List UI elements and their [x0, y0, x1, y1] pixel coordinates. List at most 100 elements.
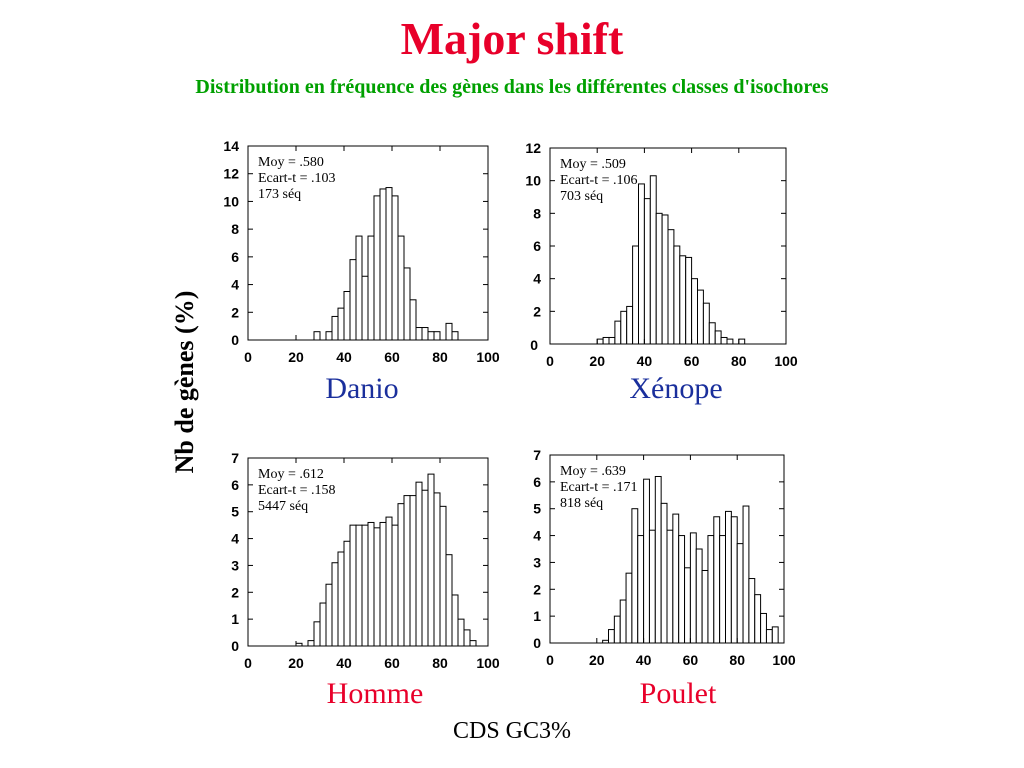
homme-bar-23: [433, 492, 441, 647]
danio-y-tick-label: 10: [223, 193, 239, 209]
poulet-bar-27: [760, 612, 767, 644]
homme-bar-14: [379, 521, 387, 647]
danio-bar-5: [343, 291, 351, 341]
xenope-bar-21: [720, 336, 728, 345]
danio-x-tick-label: 20: [288, 349, 304, 365]
danio-x-tick-label: 40: [336, 349, 352, 365]
xenope-stats-line: Moy = .509: [560, 157, 626, 172]
homme-y-tick-label: 6: [231, 477, 239, 493]
homme-bar-26: [451, 594, 459, 647]
danio-stats-line: Moy = .580: [258, 155, 324, 170]
danio-bar-15: [403, 267, 411, 341]
poulet-bar-23: [736, 543, 744, 644]
danio-bar-18: [421, 327, 429, 341]
poulet-bar-12: [672, 513, 680, 644]
homme-y-tick-label: 3: [231, 557, 239, 573]
poulet-y-tick-label: 1: [533, 608, 541, 624]
poulet-stats-line: Moy = .639: [560, 464, 626, 479]
poulet-x-tick-label: 0: [546, 652, 554, 668]
homme-x-tick-label: 0: [244, 655, 252, 671]
poulet-y-tick-label: 6: [533, 474, 541, 490]
danio-bar-7: [355, 235, 363, 341]
xenope-bar-0: [596, 338, 604, 345]
homme-bar-29: [469, 640, 477, 647]
poulet-bar-29: [771, 626, 779, 644]
poulet-bar-19: [713, 516, 721, 644]
xenope-bar-24: [738, 338, 746, 345]
danio-x-tick-label: 60: [384, 349, 400, 365]
homme-bar-13: [373, 527, 381, 647]
poulet-x-tick-label: 40: [636, 652, 652, 668]
xenope-stats-line: Ecart-t = .106: [560, 173, 637, 188]
homme-y-tick-label: 0: [231, 638, 239, 654]
xenope-y-tick-label: 12: [525, 140, 541, 156]
xenope-bar-3: [614, 320, 622, 345]
xenope-x-tick-label: 100: [774, 353, 798, 369]
poulet-bar-20: [719, 535, 727, 644]
homme-bar-28: [463, 629, 471, 647]
xenope-y-tick-label: 4: [533, 271, 541, 287]
danio-bar-3: [331, 315, 339, 341]
danio-bar-4: [337, 307, 345, 341]
homme-bar-25: [445, 554, 453, 647]
homme-bar-19: [409, 495, 417, 647]
danio-y-tick-label: 12: [223, 166, 239, 182]
danio-y-tick-label: 0: [231, 332, 239, 348]
xenope-bar-2: [608, 336, 616, 345]
poulet-x-tick-label: 100: [772, 652, 796, 668]
poulet-x-tick-label: 60: [683, 652, 699, 668]
xenope-x-tick-label: 80: [731, 353, 747, 369]
homme-bar-10: [355, 524, 363, 647]
xenope-x-tick-label: 20: [589, 353, 605, 369]
poulet-bar-1: [608, 629, 615, 644]
poulet-bar-17: [701, 569, 709, 644]
poulet-stats-line: 818 séq: [560, 496, 603, 511]
homme-bar-2: [307, 640, 315, 647]
poulet-bar-9: [654, 475, 662, 644]
poulet-bar-2: [613, 615, 621, 644]
poulet-bar-8: [648, 529, 656, 644]
danio-bar-19: [427, 331, 435, 341]
poulet-species-label: Poulet: [640, 677, 717, 710]
homme-x-tick-label: 80: [432, 655, 448, 671]
poulet-bar-5: [631, 508, 639, 644]
homme-y-tick-label: 1: [231, 611, 239, 627]
poulet-y-tick-label: 5: [533, 501, 541, 517]
poulet-bar-3: [619, 599, 627, 644]
homme-stats-line: 5447 séq: [258, 499, 308, 514]
homme-y-tick-label: 4: [231, 531, 239, 547]
homme-bar-11: [361, 524, 369, 647]
danio-bar-8: [361, 275, 369, 341]
x-axis-label: CDS GC3%: [452, 718, 572, 744]
xenope-bar-20: [714, 330, 722, 345]
xenope-bar-4: [620, 310, 628, 345]
danio-bar-14: [397, 235, 405, 341]
danio-bar-6: [349, 259, 357, 341]
danio-bar-10: [373, 195, 381, 341]
poulet-bar-4: [625, 572, 633, 644]
poulet-bar-14: [684, 567, 691, 644]
xenope-y-tick-label: 0: [530, 337, 538, 353]
xenope-species-label: Xénope: [629, 372, 722, 405]
xenope-bar-6: [632, 245, 639, 345]
danio-species-label: Danio: [325, 372, 398, 405]
danio-bar-11: [379, 188, 387, 341]
homme-bar-15: [385, 516, 393, 647]
homme-y-tick-label: 2: [231, 584, 239, 600]
homme-y-tick-label: 5: [231, 504, 239, 520]
homme-stats-line: Moy = .612: [258, 467, 324, 482]
danio-y-tick-label: 8: [231, 221, 239, 237]
poulet-bar-16: [695, 548, 703, 644]
homme-bar-24: [439, 505, 447, 647]
homme-bar-18: [403, 495, 411, 647]
danio-y-tick-label: 2: [231, 304, 239, 320]
poulet-y-tick-label: 0: [533, 635, 541, 651]
danio-stats-line: Ecart-t = .103: [258, 171, 335, 186]
danio-bar-16: [409, 299, 417, 341]
poulet-bar-10: [660, 502, 668, 644]
poulet-bar-28: [765, 629, 773, 644]
danio-bar-13: [391, 195, 399, 341]
xenope-x-tick-label: 60: [684, 353, 700, 369]
xenope-x-tick-label: 0: [546, 353, 554, 369]
poulet-x-tick-label: 20: [589, 652, 605, 668]
